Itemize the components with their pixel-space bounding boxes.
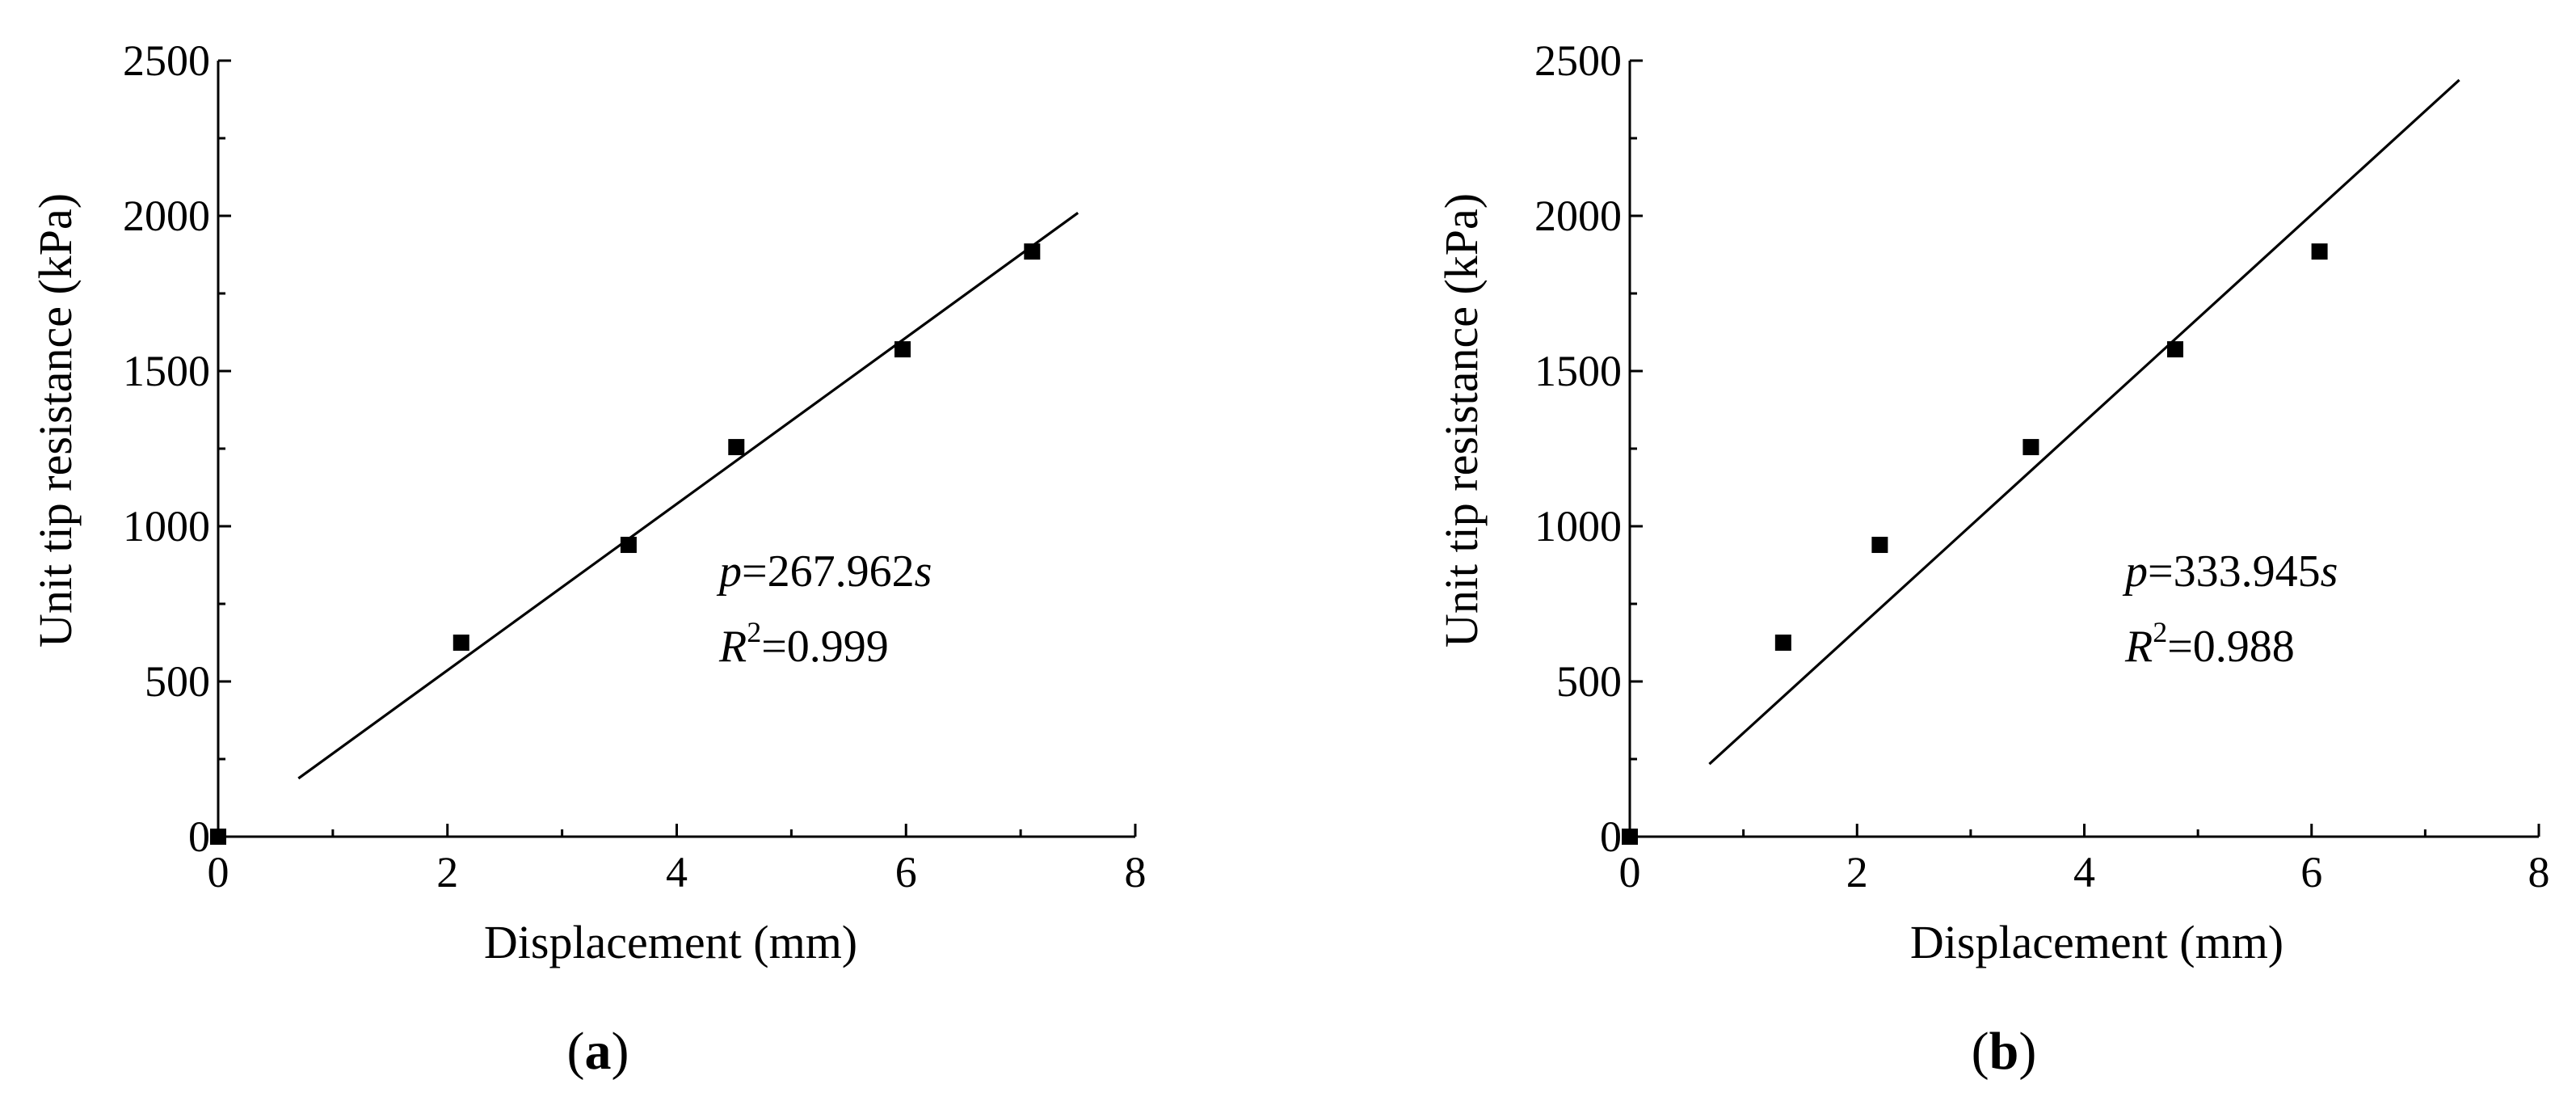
panel-a-y-axis-title: Unit tip resistance (kPa) — [29, 193, 82, 648]
panel-a-r2-value: =0.999 — [761, 622, 889, 672]
panel-b-eq-s: s — [2321, 546, 2338, 597]
panel-b-data-point — [1871, 537, 1888, 554]
panel-a-r2-label: R — [718, 622, 747, 672]
panel-a-caption-open: ( — [567, 1022, 585, 1081]
panel-a-x-axis-title: Displacement (mm) — [484, 916, 857, 968]
panel-b-caption: (b) — [1972, 1022, 2037, 1081]
panel-a-y-tick-label: 0 — [188, 812, 210, 861]
panel-b-x-axis-title: Displacement (mm) — [1910, 916, 2283, 968]
panel-a-eq-value: =267.962 — [742, 546, 915, 597]
panel-a-data-point — [728, 439, 745, 456]
panel-a-caption-letter: a — [585, 1022, 612, 1081]
panel-b-caption-close: ) — [2018, 1022, 2036, 1081]
panel-b-r2-sup: 2 — [2153, 616, 2167, 648]
panel-b-y-axis-title: Unit tip resistance (kPa) — [1435, 193, 1488, 648]
panel-a-y-tick-label: 1000 — [123, 502, 210, 550]
panel-a-eq-var: p — [716, 546, 742, 597]
panel-b-fit-line — [1708, 78, 2460, 766]
panel-a-x-tick-label: 2 — [436, 848, 458, 896]
panel-a-data-point — [620, 537, 637, 554]
panel-b-caption-letter: b — [1989, 1022, 2019, 1081]
panel-b-fit-equation: p=333.945s — [2122, 546, 2338, 597]
panel-b-y-tick-label: 1500 — [1534, 347, 1622, 395]
panel-b-data-point — [1622, 829, 1638, 845]
panel-a-plot: 0 2 4 6 8 0 500 1000 1500 2000 2500 — [123, 36, 1147, 896]
panel-b-x-tick-label: 4 — [2073, 848, 2095, 896]
panel-a-y-tick-label: 500 — [145, 657, 210, 706]
panel-b-r2-value: =0.988 — [2167, 622, 2295, 672]
panel-b-data-point — [2022, 439, 2039, 456]
panel-b-y-tick-label: 1000 — [1534, 502, 1622, 550]
panel-a-x-tick-label: 0 — [208, 848, 229, 896]
panel-a-caption: (a) — [567, 1022, 629, 1081]
panel-b-x-tick-label: 2 — [1846, 848, 1868, 896]
panel-b-x-tick-label: 8 — [2528, 848, 2550, 896]
panel-a-y-tick-label: 1500 — [123, 347, 210, 395]
panel-b-y-tick-label: 2000 — [1534, 192, 1622, 240]
panel-b-data-point — [1774, 635, 1791, 651]
panel-a-x-tick-label: 8 — [1125, 848, 1147, 896]
panel-a-data-point — [452, 635, 469, 651]
panel-b-plot: 0 2 4 6 8 0 500 1000 1500 2000 2500 — [1534, 36, 2550, 896]
panel-b-eq-var: p — [2122, 546, 2148, 597]
panel-a-r2-sup: 2 — [747, 616, 761, 648]
panel-b-y-tick-label: 0 — [1600, 812, 1622, 861]
panel-a-x-tick-label: 6 — [895, 848, 917, 896]
panel-a-y-tick-label: 2500 — [123, 36, 210, 85]
panel-b-x-tick-label: 6 — [2300, 848, 2322, 896]
panel-a-fit-equation: p=267.962s — [716, 546, 932, 597]
panel-a-chart: 0 2 4 6 8 0 500 1000 1500 2000 2500 Displacement (… — [29, 36, 1147, 1081]
panel-a-caption-close: ) — [612, 1022, 629, 1081]
panel-a-x-tick-label: 4 — [666, 848, 688, 896]
panel-b-chart: 0 2 4 6 8 0 500 1000 1500 2000 2500 Displacement (… — [1435, 36, 2550, 1081]
panel-b-data-point — [2167, 341, 2183, 358]
panel-b-y-tick-label: 500 — [1556, 657, 1622, 706]
panel-a-data-point — [210, 829, 226, 845]
panel-a-r-squared: R2=0.999 — [718, 616, 889, 672]
panel-b-caption-open: ( — [1972, 1022, 1989, 1081]
panel-a-data-point — [1024, 243, 1041, 260]
panel-b-r-squared: R2=0.988 — [2124, 616, 2295, 672]
panel-a-y-tick-label: 2000 — [123, 192, 210, 240]
panel-b-x-tick-label: 0 — [1619, 848, 1641, 896]
panel-b-y-tick-label: 2500 — [1534, 36, 1622, 85]
panel-b-data-point — [2311, 243, 2328, 260]
panel-a-data-point — [894, 341, 911, 358]
panel-b-r2-label: R — [2124, 622, 2153, 672]
panel-b-eq-value: =333.945 — [2148, 546, 2321, 597]
panel-a-eq-s: s — [915, 546, 932, 597]
panel-a-fit-line — [297, 211, 1080, 780]
